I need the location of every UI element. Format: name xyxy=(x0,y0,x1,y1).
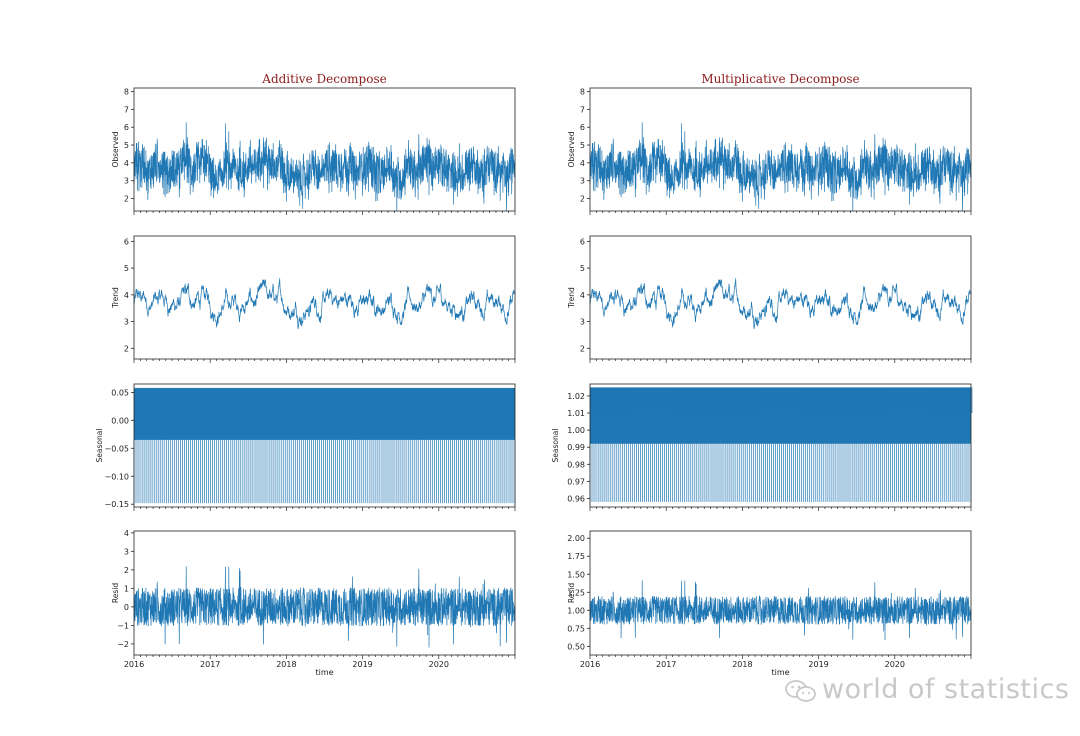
resid-line xyxy=(589,580,972,641)
y-axis-label: Resid xyxy=(111,583,120,603)
observed-line xyxy=(133,122,516,212)
y-tick-label: 8 xyxy=(580,88,585,97)
y-tick-label: 2 xyxy=(580,195,585,204)
y-tick-label: 0.05 xyxy=(111,388,129,397)
x-axis-label: time xyxy=(771,668,789,677)
y-tick-label: 1.00 xyxy=(567,606,585,615)
y-tick-label: 8 xyxy=(124,88,129,97)
subplot-multiplicative-trend: 2 3 4 5 6 Trend xyxy=(567,235,972,363)
y-tick-label: 0 xyxy=(124,603,129,612)
trend-line xyxy=(133,278,516,330)
axes-frame xyxy=(589,235,972,360)
y-tick-label: 1.75 xyxy=(567,552,585,561)
y-tick-label: 3 xyxy=(124,318,129,327)
y-tick-label: 4 xyxy=(580,159,585,168)
y-tick-label: −0.05 xyxy=(104,444,129,453)
y-tick-label: −0.10 xyxy=(104,472,129,481)
y-tick-label: 6 xyxy=(580,123,585,132)
axes-frame xyxy=(589,530,972,656)
y-tick-label: 7 xyxy=(124,105,129,114)
x-tick-label: 2017 xyxy=(656,660,676,669)
y-tick-label: 0.97 xyxy=(567,477,585,486)
x-tick-label: 2019 xyxy=(808,660,828,669)
y-tick-label: 6 xyxy=(580,237,585,246)
y-axis-label: Observed xyxy=(567,131,576,167)
x-tick-label: 2016 xyxy=(124,660,144,669)
y-tick-label: 4 xyxy=(124,291,129,300)
x-tick-label: 2017 xyxy=(200,660,220,669)
x-tick-label: 2016 xyxy=(580,660,600,669)
x-tick-label: 2019 xyxy=(352,660,372,669)
y-tick-label: 6 xyxy=(124,237,129,246)
y-tick-label: 2 xyxy=(124,566,129,575)
y-axis-label: Trend xyxy=(567,287,576,309)
y-tick-label: 2.00 xyxy=(567,534,585,543)
axes-frame xyxy=(133,235,516,360)
y-tick-label: 0.98 xyxy=(567,460,585,469)
seasonal-spikes-up xyxy=(590,387,973,413)
y-tick-label: 0.75 xyxy=(567,624,585,633)
y-tick-label: 3 xyxy=(124,177,129,186)
y-tick-label: 5 xyxy=(124,141,129,150)
x-tick-label: 2018 xyxy=(276,660,296,669)
subplot-additive-resid: −2 −1 0 1 2 3 4 Resid 2016 2017 2018 2019 2020 time xyxy=(111,529,516,677)
y-tick-label: 0.96 xyxy=(567,494,585,503)
y-tick-label: 4 xyxy=(580,291,585,300)
seasonal-band xyxy=(134,387,515,440)
y-tick-label: 5 xyxy=(124,264,129,273)
y-tick-label: 0.99 xyxy=(567,443,585,452)
y-tick-label: 1.25 xyxy=(567,588,585,597)
subplot-additive-observed: 2 3 4 5 6 7 8 Observed Additive Decompose xyxy=(111,72,516,215)
y-tick-label: 6 xyxy=(124,123,129,132)
subplot-multiplicative-seasonal: 0.96 0.97 0.98 0.99 1.00 1.01 1.02 Seasonal xyxy=(551,383,973,511)
watermark-text: world of statistics xyxy=(822,674,1070,705)
y-tick-label: 1.50 xyxy=(567,570,585,579)
seasonal-spikes xyxy=(589,443,972,502)
y-tick-label: 5 xyxy=(580,264,585,273)
y-axis-label: Trend xyxy=(111,287,120,309)
seasonal-spikes xyxy=(133,439,516,504)
y-tick-label: 1.00 xyxy=(567,426,585,435)
subplot-multiplicative-observed: 2 3 4 5 6 7 8 Observed Multiplicative Decompose xyxy=(567,72,972,215)
y-tick-label: 1 xyxy=(124,584,129,593)
y-axis-label: Seasonal xyxy=(95,429,104,463)
y-tick-label: 5 xyxy=(580,141,585,150)
chart-title: Multiplicative Decompose xyxy=(701,72,859,86)
observed-line xyxy=(589,122,972,212)
y-tick-label: 2 xyxy=(124,344,129,353)
y-tick-label: 3 xyxy=(124,547,129,556)
subplot-additive-seasonal: −0.15 −0.10 −0.05 0.00 0.05 Seasonal xyxy=(95,383,516,511)
y-tick-label: 1.01 xyxy=(567,409,585,418)
y-tick-label: −0.15 xyxy=(104,500,129,509)
wechat-icon xyxy=(785,679,816,702)
chart-title: Additive Decompose xyxy=(261,72,386,86)
y-tick-label: 0.50 xyxy=(567,642,585,651)
x-axis-label: time xyxy=(315,668,333,677)
subplot-multiplicative-resid: 0.50 0.75 1.00 1.25 1.50 1.75 2.00 Resid 2016 201… xyxy=(567,530,972,677)
watermark: world of statistics xyxy=(784,674,1069,705)
trend-line xyxy=(589,278,972,330)
y-tick-label: 2 xyxy=(124,195,129,204)
y-tick-label: 4 xyxy=(124,159,129,168)
y-tick-label: 3 xyxy=(580,177,585,186)
subplot-additive-trend: 2 3 4 5 6 Trend xyxy=(111,235,516,363)
resid-line xyxy=(133,566,516,648)
y-tick-label: 4 xyxy=(124,529,129,538)
y-tick-label: −2 xyxy=(117,640,129,649)
y-tick-label: 7 xyxy=(580,105,585,114)
y-tick-label: 3 xyxy=(580,318,585,327)
x-tick-label: 2020 xyxy=(429,660,449,669)
x-tick-label: 2020 xyxy=(885,660,905,669)
y-tick-label: −1 xyxy=(117,621,129,630)
y-tick-label: 1.02 xyxy=(567,392,585,401)
y-axis-label: Seasonal xyxy=(551,429,560,463)
x-tick-label: 2018 xyxy=(732,660,752,669)
y-tick-label: 0.00 xyxy=(111,416,129,425)
y-tick-label: 2 xyxy=(580,344,585,353)
y-axis-label: Resid xyxy=(567,583,576,603)
y-axis-label: Observed xyxy=(111,131,120,167)
